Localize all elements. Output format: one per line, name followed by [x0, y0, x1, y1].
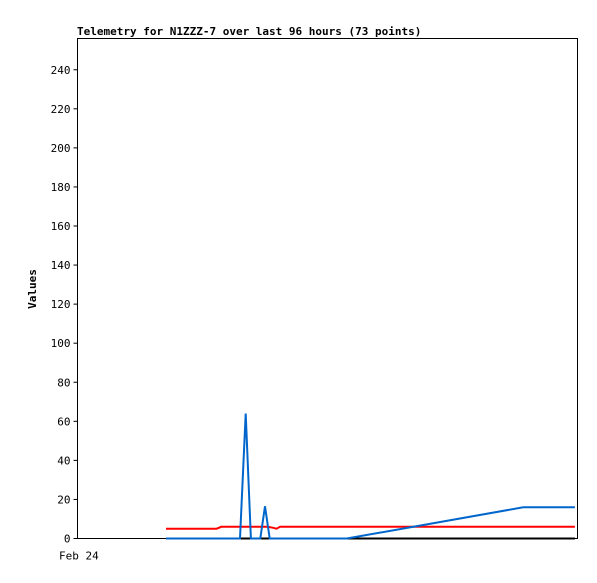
chart-title: Telemetry for N1ZZZ-7 over last 96 hours… — [77, 25, 421, 38]
y-tick-label: 180 — [51, 181, 71, 194]
x-axis-ticks: Feb 24 — [59, 550, 99, 563]
y-tick-label: 80 — [57, 376, 70, 389]
y-tick-label: 240 — [51, 64, 71, 77]
y-tick-label: 220 — [51, 103, 71, 116]
series-line-3 — [166, 413, 575, 540]
x-tick-label: Feb 24 — [59, 550, 99, 563]
y-tick-label: 200 — [51, 142, 71, 155]
y-tick-label: 140 — [51, 259, 71, 272]
y-tick-label: 0 — [64, 533, 71, 546]
y-tick-label: 100 — [51, 337, 71, 350]
series-line-2 — [166, 525, 575, 530]
y-axis-label: Values — [26, 269, 39, 309]
y-axis-ticks: 0 20 40 60 80 100 120 140 160 180 200 220 240 — [51, 64, 78, 546]
y-tick-label: 60 — [57, 415, 70, 428]
y-tick-label: 40 — [57, 454, 70, 467]
y-tick-label: 160 — [51, 220, 71, 233]
series-layer — [166, 413, 575, 540]
plot-frame — [77, 38, 578, 539]
y-tick-label: 20 — [57, 493, 70, 506]
y-tick-label: 120 — [51, 298, 71, 311]
